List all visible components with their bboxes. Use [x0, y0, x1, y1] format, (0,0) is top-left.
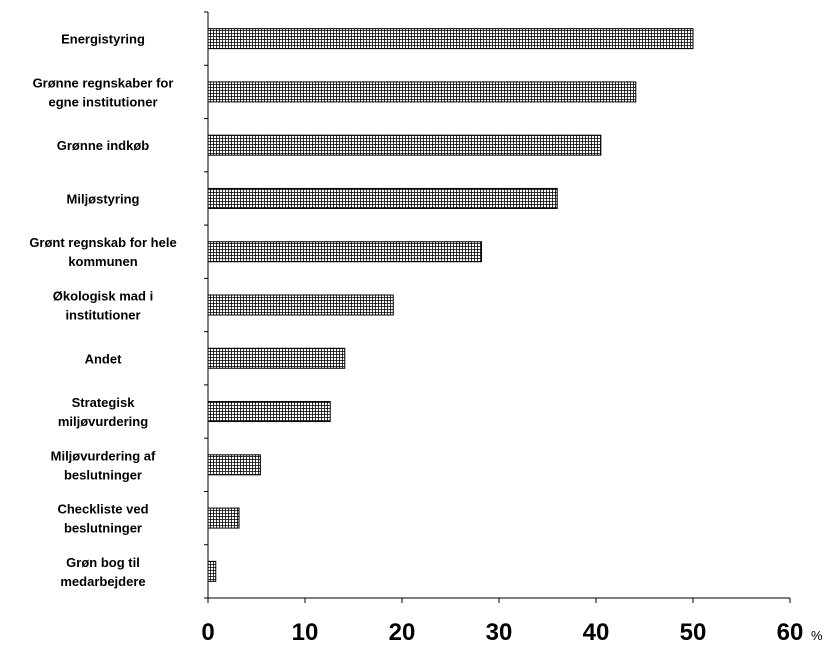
- category-label-line: Miljøstyring: [67, 191, 140, 206]
- category-label-line: Grønt regnskab for hele: [29, 235, 176, 250]
- category-labels: Energistyring Grønne regnskaber for egne i…: [29, 32, 176, 589]
- category-label-line: egne institutioner: [48, 94, 157, 109]
- category-label: Strategisk miljøvurdering: [58, 395, 148, 429]
- category-label-line: beslutninger: [64, 467, 142, 482]
- category-label-line: Strategisk: [72, 395, 136, 410]
- x-tick-label: 50: [680, 619, 707, 646]
- category-label-line: medarbejdere: [60, 574, 145, 589]
- category-label-line: beslutninger: [64, 521, 142, 536]
- category-label-line: Grønne indkøb: [57, 138, 150, 153]
- bar: [207, 294, 394, 316]
- bar: [207, 187, 558, 209]
- category-label: Checkliste ved beslutninger: [57, 502, 148, 536]
- category-label-line: miljøvurdering: [58, 414, 148, 429]
- category-label-line: Økologisk mad i: [53, 289, 153, 304]
- category-label: Andet: [85, 351, 123, 366]
- x-tick-label: 60: [777, 619, 804, 646]
- x-tick-label: 40: [583, 619, 610, 646]
- bars-group: [207, 28, 694, 582]
- category-label-line: Miljøvurdering af: [51, 448, 156, 463]
- category-label-line: Checkliste ved: [57, 502, 148, 517]
- category-label: Grønne regnskaber for egne institutioner: [33, 75, 174, 109]
- bar: [207, 454, 261, 476]
- category-label: Energistyring: [61, 32, 145, 47]
- category-label: Økologisk mad i institutioner: [53, 289, 153, 323]
- bar: [207, 241, 483, 263]
- bar: [207, 507, 240, 529]
- category-label-line: Grønne regnskaber for: [33, 75, 174, 90]
- x-axis-ticks: 0 10 20 30 40 50 60: [201, 598, 803, 646]
- category-label: Grøn bog til medarbejdere: [60, 555, 145, 589]
- category-label: Grønne indkøb: [57, 138, 150, 153]
- bar: [207, 28, 694, 50]
- category-label: Miljøvurdering af beslutninger: [51, 448, 156, 482]
- category-label-line: Energistyring: [61, 32, 145, 47]
- bar: [207, 560, 217, 582]
- bar: [207, 347, 346, 369]
- category-label: Miljøstyring: [67, 191, 140, 206]
- bar: [207, 134, 602, 156]
- x-tick-label: 10: [292, 619, 319, 646]
- category-label-line: institutioner: [65, 308, 140, 323]
- bar: [207, 401, 331, 423]
- bar: [207, 81, 637, 103]
- x-tick-label: 20: [389, 619, 416, 646]
- category-label-line: kommunen: [68, 254, 137, 269]
- category-label-line: Grøn bog til: [66, 555, 140, 570]
- x-tick-label: 30: [486, 619, 513, 646]
- y-axis-ticks: [204, 11, 208, 599]
- category-label: Grønt regnskab for hele kommunen: [29, 235, 176, 269]
- x-tick-label: 0: [201, 619, 214, 646]
- x-unit-label: %: [811, 628, 823, 643]
- category-label-line: Andet: [85, 351, 123, 366]
